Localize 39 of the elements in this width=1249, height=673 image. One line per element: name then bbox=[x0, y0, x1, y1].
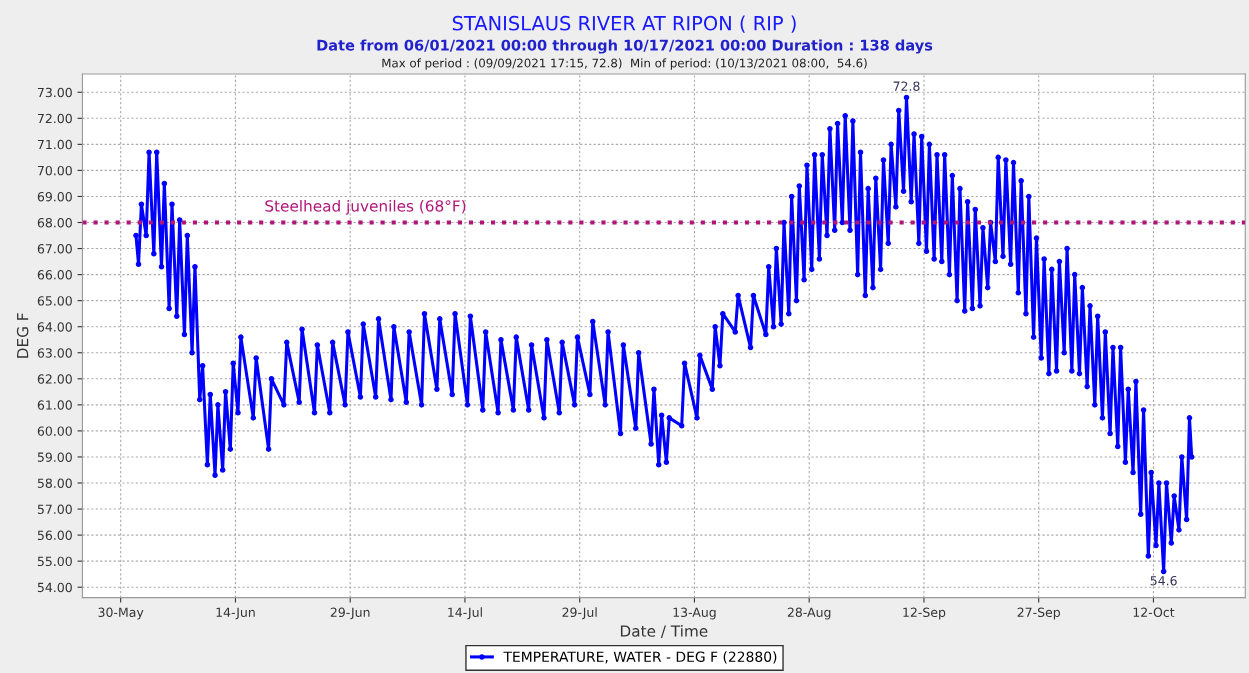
y-tick-label: 58.00 bbox=[37, 478, 72, 488]
y-tick-label: 72.00 bbox=[37, 113, 72, 124]
y-tick-label: 59.00 bbox=[37, 452, 72, 462]
x-tick-label: 27-Sep bbox=[1017, 607, 1060, 620]
x-tick-label: 14-Jul bbox=[448, 607, 482, 620]
y-tick-label: 62.00 bbox=[37, 374, 72, 384]
y-tick-label: 61.00 bbox=[37, 400, 72, 410]
y-axis-title: DEG F bbox=[16, 313, 29, 358]
y-tick-label: 63.00 bbox=[37, 348, 72, 358]
ref-line-label: Steelhead juveniles (68°F) bbox=[265, 199, 466, 215]
y-tick-label: 54.00 bbox=[37, 582, 72, 593]
x-tick-label: 30-May bbox=[98, 607, 144, 620]
y-tick-label: 64.00 bbox=[37, 322, 72, 332]
x-tick-label: 29-Jul bbox=[562, 607, 597, 620]
y-tick-label: 68.00 bbox=[37, 217, 72, 228]
x-axis-title: Date / Time bbox=[620, 625, 708, 639]
y-tick-label: 73.00 bbox=[37, 87, 72, 98]
y-tick-label: 56.00 bbox=[37, 530, 72, 541]
annotation: 54.6 bbox=[1150, 575, 1177, 586]
y-tick-label: 57.00 bbox=[37, 504, 72, 514]
x-tick-label: 12-Sep bbox=[903, 607, 946, 620]
y-tick-label: 55.00 bbox=[37, 556, 72, 567]
text: Max of period : (09/09/2021 17:15, 72.8) Min of period: (10/13/2021 08:00, 54.6) bbox=[382, 58, 867, 70]
y-tick-label: 71.00 bbox=[37, 139, 72, 150]
x-tick-label: 14-Jun bbox=[216, 607, 255, 620]
y-tick-label: 60.00 bbox=[37, 426, 72, 436]
x-tick-label: 29-Jun bbox=[330, 607, 370, 620]
x-tick-label: 28-Aug bbox=[787, 607, 831, 620]
y-tick-label: 67.00 bbox=[37, 244, 72, 254]
y-tick-label: 65.00 bbox=[37, 296, 72, 306]
y-tick-label: 66.00 bbox=[37, 270, 72, 280]
legend-label: TEMPERATURE, WATER - DEG F (22880) bbox=[503, 651, 777, 664]
annotation: 72.8 bbox=[893, 81, 920, 91]
x-tick-label: 12-Oct bbox=[1133, 607, 1175, 618]
chart-subtitle: Date from 06/01/2021 00:00 through 10/17/2021 00:00 Duration : 138 days bbox=[317, 39, 933, 54]
x-tick-label: 13-Aug bbox=[673, 607, 716, 620]
chart-title: STANISLAUS RIVER AT RIPON ( RIP ) bbox=[452, 15, 796, 33]
y-tick-label: 69.00 bbox=[37, 191, 72, 202]
y-tick-label: 70.00 bbox=[37, 165, 72, 176]
